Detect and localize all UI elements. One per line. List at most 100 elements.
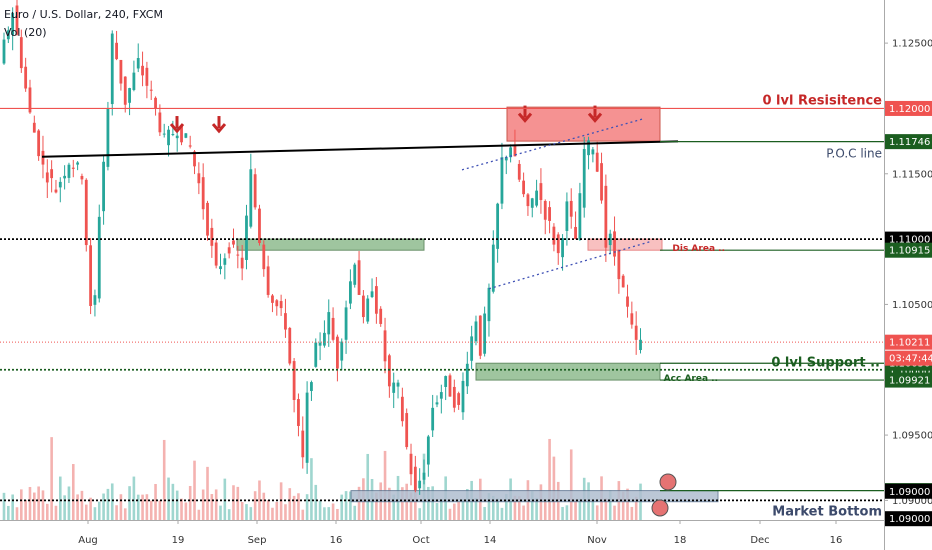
candle-body [288, 327, 292, 364]
volume-bar [167, 477, 170, 520]
volume-bar [37, 486, 40, 520]
volume-bar [136, 494, 140, 520]
volume-bar [214, 489, 218, 520]
candle-body [331, 317, 335, 340]
resistance-label: 0 lvl Resisitence [762, 93, 882, 108]
volume-bar [102, 493, 105, 520]
candle-body [236, 254, 240, 256]
candle-body [539, 183, 543, 201]
volume-bar [483, 507, 486, 520]
candle-body [457, 393, 461, 405]
volume-bar [58, 476, 62, 520]
dis-area-label: Dis Area .. [672, 244, 725, 254]
volume-bar [301, 509, 305, 520]
candle-body [591, 149, 595, 155]
x-tick-label: 16 [330, 535, 343, 546]
candle-body [396, 382, 400, 387]
candle-body [405, 413, 409, 448]
candle-body [383, 330, 387, 362]
candle-body [587, 140, 590, 156]
volume-bar [349, 491, 352, 520]
candle-body [219, 266, 222, 270]
volume-bar [15, 507, 19, 520]
candle-body [543, 200, 547, 220]
candle-body [604, 185, 608, 248]
x-tick-label: Sep [248, 535, 267, 546]
candle-body [54, 189, 58, 193]
volume-bar [435, 502, 439, 520]
volume-bar [448, 508, 452, 520]
volume-bar [613, 505, 616, 520]
volume-bar [223, 478, 227, 520]
symbol-title: Euro / U.S. Dollar, 240, FXCM [4, 8, 163, 21]
candle-body [262, 244, 266, 270]
candle-body [232, 240, 235, 245]
candle-body [413, 466, 417, 491]
candle-body [595, 152, 599, 172]
volume-bar [418, 508, 421, 520]
candle-body [154, 97, 157, 109]
volume-bar [197, 509, 201, 520]
volume-indicator-label: Vol (20) [4, 26, 47, 39]
candle-body [639, 339, 642, 351]
volume-bar [46, 503, 49, 520]
candle-body [496, 203, 500, 249]
candle-body [32, 122, 36, 133]
volume-bar [561, 506, 564, 520]
volume-bar [123, 508, 127, 520]
candle-body [197, 173, 201, 184]
volume-bar [20, 489, 23, 520]
volume-bar [630, 506, 634, 520]
volume-bar [2, 492, 6, 520]
x-tick-label: Nov [587, 535, 607, 546]
candle-body [71, 167, 75, 169]
volume-bar [383, 450, 387, 520]
volume-bar [158, 500, 162, 520]
candle-body [80, 175, 84, 180]
candle-body [379, 308, 383, 324]
candle-body [431, 407, 435, 431]
candle-body [574, 226, 577, 239]
volume-bar [11, 494, 14, 520]
channel-line-upper [461, 118, 644, 171]
candle-body [474, 321, 478, 342]
volume-bar [154, 483, 157, 520]
volume-bar [132, 476, 136, 520]
candle-body [357, 260, 361, 295]
candle-body [15, 5, 19, 35]
candle-body [452, 386, 456, 408]
down-arrow-head-icon [169, 123, 185, 134]
candle-body [621, 275, 625, 288]
candle-body [158, 112, 162, 133]
volume-bar [357, 486, 361, 520]
candle-body [188, 145, 192, 147]
candle-body [128, 88, 131, 103]
candle-body [6, 30, 10, 40]
candle-body [123, 76, 127, 105]
candle-body [626, 296, 629, 307]
volume-bar [565, 505, 569, 520]
price-tag: 1.10000 [889, 367, 930, 378]
volume-bar [266, 500, 270, 520]
candle-body [569, 200, 573, 217]
candle-body [526, 194, 530, 207]
volume-bar [275, 501, 279, 520]
candle-body [201, 177, 205, 210]
candle-body [500, 157, 504, 204]
candle-body [301, 430, 305, 458]
volume-bar [292, 495, 296, 520]
candle-body [426, 436, 430, 465]
candle-body [613, 231, 616, 257]
countdown-label: 03:47:44 [889, 354, 932, 365]
volume-bar [7, 505, 10, 520]
volume-bar [634, 496, 638, 520]
x-tick-label: Oct [412, 535, 429, 546]
price-tag-bg [885, 334, 932, 350]
volume-bar [535, 497, 538, 520]
volume-bar [149, 500, 153, 520]
candle-body [67, 164, 71, 178]
